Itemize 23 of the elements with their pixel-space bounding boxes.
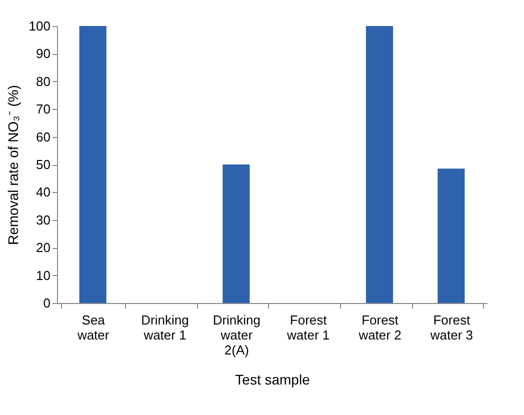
bar	[222, 164, 250, 303]
x-tick-label: Forest water 1	[286, 312, 330, 342]
x-tick-label: Drinking water 1	[141, 312, 189, 342]
y-tick-label: 20	[36, 240, 50, 256]
y-tick-label: 50	[36, 157, 50, 172]
y-tick-label: 70	[36, 102, 50, 117]
x-axis-title: Test sample	[235, 372, 310, 388]
x-tick-label: Sea water	[76, 312, 110, 342]
y-axis-title: Removal rate of NO₃⁻ (%)	[4, 84, 21, 246]
y-tick-label: 0	[43, 296, 50, 310]
bar	[79, 26, 106, 303]
y-tick-label: 40	[36, 184, 50, 200]
y-tick-label: 80	[36, 74, 50, 89]
x-tick-label: Forest water 2	[358, 312, 402, 342]
x-tick-label: Forest water 3	[429, 312, 473, 342]
x-tick-label: Drinking water 2(A)	[212, 312, 261, 358]
y-tick-label: 90	[36, 46, 50, 62]
y-tick-label: 30	[36, 212, 50, 228]
y-tick-label: 100	[28, 18, 50, 34]
bar	[366, 26, 394, 303]
y-tick-label: 60	[36, 129, 50, 144]
y-tick-label: 10	[36, 268, 50, 283]
bar	[438, 168, 465, 303]
